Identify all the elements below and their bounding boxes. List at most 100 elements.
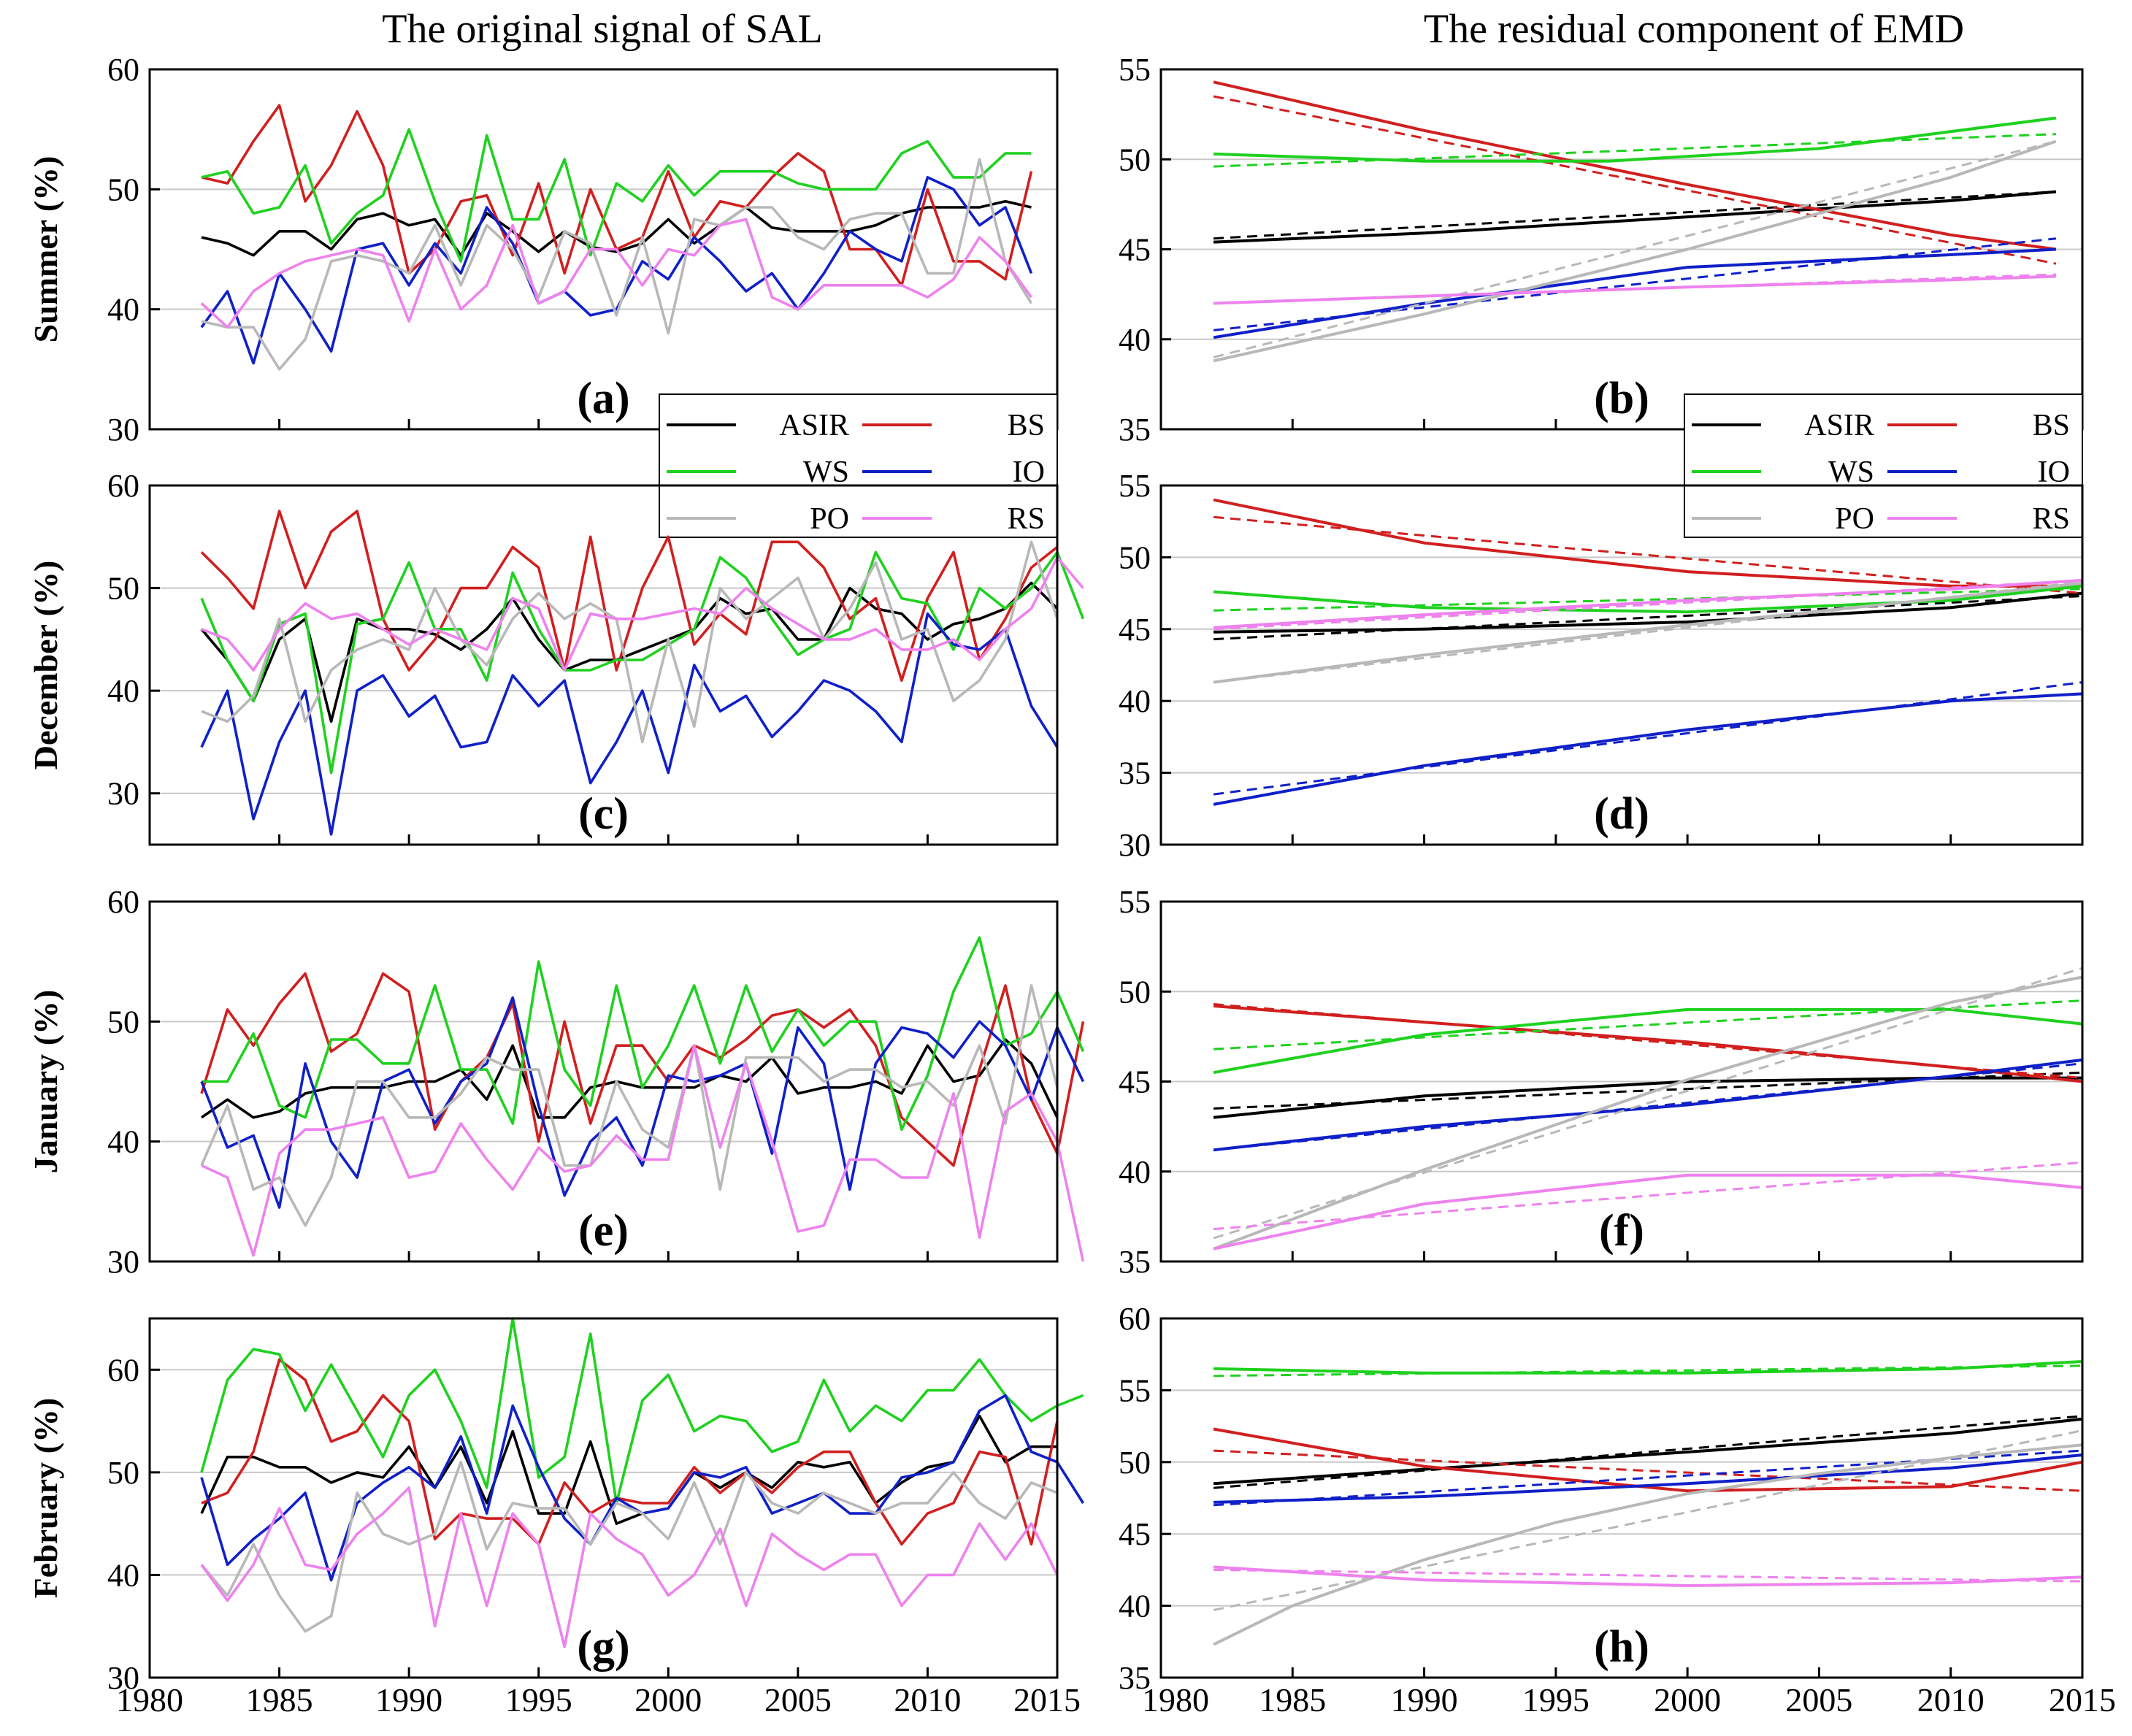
y-axis-label: January (%) (27, 990, 64, 1174)
series-line-asir (200, 1038, 1059, 1119)
panel-g: 30 40 50 60 1980 1985 1990 1995 2000 2005 2010 2015… (27, 1317, 1085, 1718)
y-tick-label: 30 (107, 1660, 139, 1696)
series-line-po (201, 540, 1059, 744)
y-tick-label: 35 (1119, 1660, 1151, 1696)
fit-line-ws (1213, 1364, 2083, 1378)
x-tick-label: 2015 (1013, 1681, 1081, 1718)
fit-line-ws (1213, 999, 2083, 1051)
panel-d: 30 35 40 45 50 55 (d) (1119, 468, 2084, 863)
y-tick-label: 40 (107, 673, 139, 709)
fit-line-io (1213, 681, 2083, 796)
x-tick-label: 2000 (1654, 1681, 1721, 1718)
y-tick-label: 30 (107, 1244, 139, 1280)
series-line-rs (200, 218, 1032, 329)
series-line-bs (200, 510, 1059, 682)
legend: ASIR BS WS IO PO RS (1684, 393, 2083, 538)
series-line-rs (201, 1044, 1085, 1262)
x-tick-label: 2015 (2049, 1681, 2116, 1718)
y-tick-label: 55 (1119, 52, 1151, 88)
series-line-ws (1213, 584, 2083, 614)
x-tick-label: 2010 (1917, 1681, 1985, 1718)
series-line-bs (1213, 1427, 2083, 1493)
y-tick-label: 45 (1119, 1516, 1151, 1552)
y-axis-label: Summer (%) (27, 156, 64, 343)
series-line-bs (201, 104, 1033, 287)
plot-frame (148, 68, 1059, 431)
fit-line-bs (1213, 515, 2083, 595)
legend-label-bs: BS (2033, 409, 2070, 442)
series-line-asir (200, 581, 1059, 723)
legend-label-po: PO (810, 502, 849, 536)
series-line-bs (1213, 1005, 2083, 1083)
y-tick-label: 60 (107, 884, 139, 920)
panel-b: 35 40 45 50 55 (b) ASIR BS WS IO PO RS (1119, 52, 2084, 538)
y-tick-label: 35 (1119, 1244, 1151, 1280)
y-axis-label: February (%) (27, 1398, 64, 1599)
y-tick-label: 55 (1119, 468, 1151, 504)
y-tick-label: 40 (107, 1124, 139, 1160)
panel-e: 30 40 50 60 January (%) (e) (27, 884, 1085, 1280)
legend-label-asir: ASIR (1804, 409, 1874, 442)
plot-frame (148, 900, 1059, 1263)
fit-line-po (1213, 580, 2083, 684)
series-line-ws (200, 1317, 1084, 1505)
series-line-asir (1213, 591, 2083, 634)
fit-line-po (1213, 140, 2057, 358)
x-tick-label: 1995 (1522, 1681, 1590, 1718)
series-line-rs (1213, 1565, 2083, 1587)
series-line-rs (1213, 1173, 2083, 1251)
y-tick-label: 50 (1119, 539, 1151, 575)
panel-h: 35 40 45 50 55 60 1980 1985 1990 1995 2000 2005 2010… (1119, 1301, 2116, 1718)
fit-line-po (1213, 967, 2083, 1240)
series-line-po (200, 984, 1059, 1227)
series-line-io (200, 612, 1059, 836)
y-tick-label: 40 (107, 1557, 139, 1593)
series-line-po (1213, 581, 2083, 684)
y-tick-label: 45 (1119, 1064, 1151, 1100)
fit-line-io (1213, 1062, 2083, 1151)
y-tick-label: 40 (1119, 1154, 1151, 1190)
fit-line-bs (1213, 1449, 2083, 1492)
series-line-ws (1213, 1007, 2083, 1075)
y-tick-label: 55 (1119, 1372, 1151, 1408)
series-line-io (1213, 1058, 2083, 1152)
legend-box (659, 393, 1058, 538)
right-column-title: The residual component of EMD (1424, 7, 1964, 52)
series-line-bs (201, 1358, 1059, 1546)
panel-label: (c) (578, 789, 629, 839)
y-tick-label: 60 (107, 1352, 139, 1388)
panels: 30 40 50 60 Summer (%) (a) ASIR BS WS IO PO RS 35 40 4… (27, 52, 2116, 1718)
panel-f: 35 40 45 50 55 (f) (1119, 884, 2084, 1280)
legend-label-ws: WS (1828, 456, 1874, 489)
y-axis-label: December (%) (27, 561, 64, 770)
series-line-rs (201, 556, 1084, 672)
y-tick-label: 60 (1119, 1301, 1151, 1337)
series-line-ws (202, 936, 1085, 1131)
x-tick-label: 1980 (116, 1681, 183, 1718)
legend-label-io: IO (1013, 456, 1045, 489)
series-line-ws (200, 550, 1085, 775)
y-tick-label: 30 (107, 776, 139, 812)
panel-c: 30 40 50 60 December (%) (c) (27, 468, 1085, 846)
panel-label: (a) (577, 374, 629, 423)
fit-line-rs (1213, 579, 2083, 631)
series-line-io (200, 1394, 1085, 1582)
y-tick-label: 45 (1119, 612, 1151, 648)
legend-label-rs: RS (2033, 502, 2070, 536)
panel-label: (e) (578, 1206, 629, 1256)
plot-frame (148, 1317, 1059, 1679)
y-tick-label: 50 (107, 1004, 139, 1040)
fit-line-rs (1213, 1568, 2083, 1583)
plot-frame (1159, 1317, 2084, 1679)
x-tick-label: 1980 (1142, 1681, 1209, 1718)
fit-line-po (1213, 1429, 2083, 1611)
series-line-po (200, 1461, 1058, 1633)
x-tick-label: 2005 (1785, 1681, 1852, 1718)
legend: ASIR BS WS IO PO RS (659, 393, 1058, 538)
series-line-io (1213, 1453, 2083, 1504)
series-line-asir (1213, 190, 2057, 244)
y-tick-label: 60 (107, 52, 139, 88)
x-tick-label: 2005 (764, 1681, 832, 1718)
y-tick-label: 40 (1119, 683, 1151, 719)
legend-label-po: PO (1835, 502, 1874, 536)
